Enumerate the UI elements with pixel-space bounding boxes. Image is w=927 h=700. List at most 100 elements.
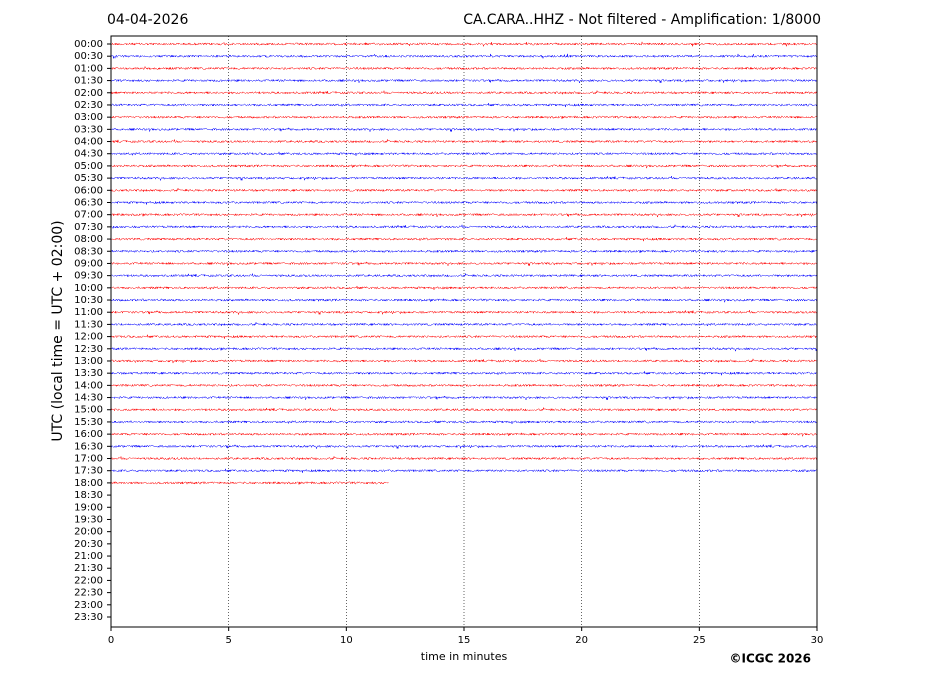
y-tick-label: 09:00 [74,258,103,269]
y-tick-label: 17:30 [74,466,103,477]
x-tick-label: 30 [811,635,824,646]
x-tick-label: 25 [693,635,706,646]
seismic-trace [110,237,818,242]
y-tick-label: 15:00 [74,405,103,416]
y-tick-label: 01:30 [74,76,103,87]
x-tick-label: 10 [340,635,353,646]
y-tick-label: 20:00 [74,527,103,538]
seismic-trace [110,187,818,193]
seismic-trace [110,297,818,304]
y-tick-label: 14:00 [74,380,103,391]
date-label: 04-04-2026 [107,12,188,28]
y-tick-label: 00:30 [74,51,103,62]
y-tick-label: 13:00 [74,356,103,367]
seismic-trace [110,406,818,412]
chart-title: CA.CARA..HHZ - Not filtered - Amplificat… [463,12,821,28]
seismic-trace [110,431,818,438]
y-tick-label: 08:00 [74,234,103,245]
y-tick-label: 14:30 [74,393,103,404]
y-tick-label: 00:00 [74,39,103,50]
plot-area [110,36,818,627]
y-tick-label: 20:30 [74,539,103,550]
seismic-trace [110,65,818,71]
seismic-trace [110,114,818,120]
y-tick-label: 11:30 [74,319,103,330]
y-tick-label: 21:30 [74,563,103,574]
x-tick-label: 0 [108,635,114,646]
seismic-trace [110,249,818,254]
seismic-trace [110,102,818,108]
seismic-trace [110,468,818,473]
y-tick-label: 06:30 [74,197,103,208]
y-tick-label: 19:00 [74,502,103,513]
y-tick-label: 05:30 [74,173,103,184]
seismic-trace [110,163,818,170]
seismic-trace [110,371,818,376]
y-tick-label: 08:30 [74,246,103,257]
x-tick-label: 15 [458,635,471,646]
y-tick-label: 21:00 [74,551,103,562]
seismic-trace [110,395,818,401]
seismic-trace [110,455,818,461]
x-tick-label: 5 [225,635,231,646]
seismic-trace [110,41,818,48]
seismic-trace [110,78,818,84]
y-tick-label: 18:00 [74,478,103,489]
plot-frame [110,35,818,628]
y-tick-label: 23:00 [74,600,103,611]
seismic-trace [110,334,818,339]
seismic-trace [110,357,818,364]
y-tick-label: 17:00 [74,454,103,465]
y-tick-label: 22:00 [74,575,103,586]
seismic-trace [110,200,818,205]
y-tick-label: 19:30 [74,514,103,525]
x-tick-label: 20 [575,635,588,646]
seismic-trace [110,138,818,144]
y-tick-label: 04:00 [74,137,103,148]
y-tick-label: 10:00 [74,283,103,294]
seismic-trace [110,383,818,388]
y-tick-label: 09:30 [74,271,103,282]
seismic-trace [110,309,818,316]
seismic-trace [110,151,818,157]
y-tick-label: 18:30 [74,490,103,501]
y-tick-label: 05:00 [74,161,103,172]
y-tick-label: 02:30 [74,100,103,111]
y-tick-label: 22:30 [74,588,103,599]
y-tick-label: 03:00 [74,112,103,123]
y-axis-label: UTC (local time = UTC + 02:00) [50,220,66,441]
y-tick-label: 12:30 [74,344,103,355]
y-tick-label: 10:30 [74,295,103,306]
seismic-trace [110,89,818,95]
y-tick-label: 16:30 [74,441,103,452]
seismic-trace [110,261,818,267]
credit: ©ICGC 2026 [729,652,811,666]
y-tick-label: 23:30 [74,612,103,623]
y-tick-label: 03:30 [74,124,103,135]
seismic-trace [110,443,818,450]
seismic-trace [110,223,818,230]
y-tick-label: 12:00 [74,332,103,343]
seismic-trace [110,272,818,278]
seismic-trace [110,321,818,327]
y-tick-label: 07:30 [74,222,103,233]
seismic-trace [110,346,818,353]
y-tick-label: 13:30 [74,368,103,379]
y-tick-label: 06:00 [74,185,103,196]
seismic-trace [110,175,818,182]
y-tick-label: 02:00 [74,88,103,99]
y-tick-label: 16:00 [74,429,103,440]
seismic-trace [110,212,818,218]
seismic-trace [110,285,818,291]
seismic-trace [110,53,818,60]
y-tick-label: 01:00 [74,63,103,74]
seismic-trace [110,419,818,425]
y-tick-label: 11:00 [74,307,103,318]
y-tick-label: 15:30 [74,417,103,428]
x-axis-label: time in minutes [421,650,508,663]
seismic-trace [110,480,389,486]
seismic-trace [110,127,818,133]
y-tick-label: 04:30 [74,149,103,160]
y-tick-label: 07:00 [74,210,103,221]
